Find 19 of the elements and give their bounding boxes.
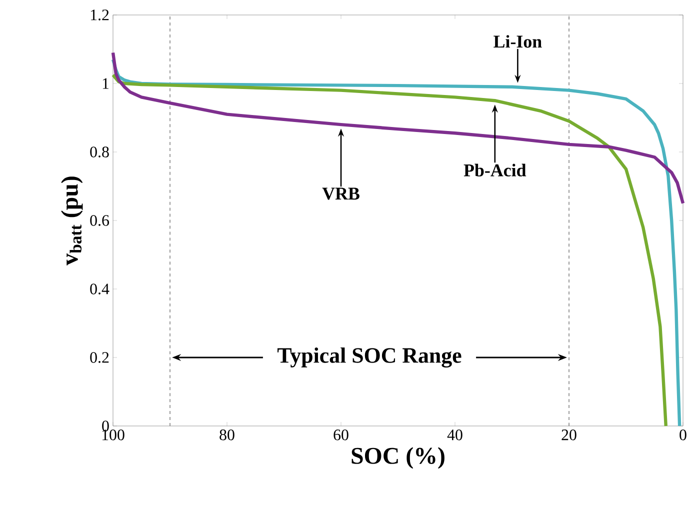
x-tick-label: 60 [334, 430, 348, 440]
y-tick-label: 0 [102, 420, 109, 432]
y-tick-label: 1.2 [90, 10, 109, 20]
x-tick-label: 0 [680, 430, 686, 440]
annotation: Pb-Acid [464, 164, 526, 176]
annotation: Typical SOC Range [277, 347, 462, 368]
y-axis-title: v$_{batt}$ (pu) [61, 176, 83, 266]
y-tick-label: 1 [102, 78, 109, 89]
annotation: VRB [322, 188, 360, 200]
annotation: Li-Ion [494, 35, 542, 48]
x-tick-label: 80 [220, 430, 234, 440]
y-tick-label: 0.6 [90, 215, 110, 226]
y-tick-label: 0.4 [90, 284, 110, 294]
y-tick-label: 0.8 [90, 146, 109, 158]
x-tick-label: 20 [562, 430, 576, 440]
x-tick-label: 40 [447, 430, 462, 440]
y-tick-label: 0.2 [90, 352, 109, 363]
x-axis-title: SOC (%) [352, 447, 444, 469]
x-tick-label: 100 [102, 430, 124, 440]
